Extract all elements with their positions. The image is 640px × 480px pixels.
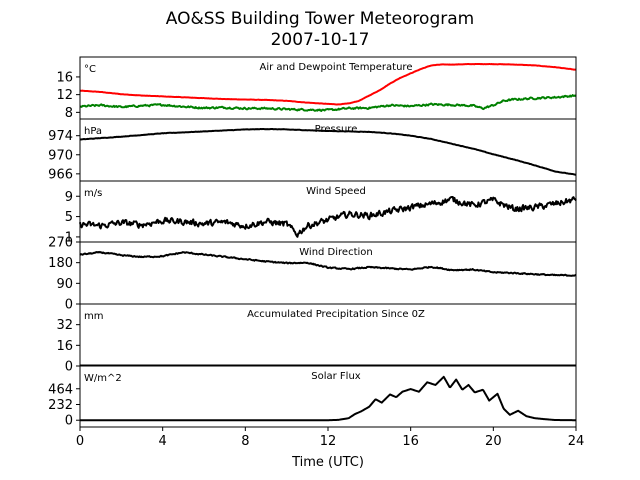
- panel-pressure: 966 970 974 Pressure hPa: [48, 118, 577, 182]
- y-tick-label-wind_speed: 1: [65, 230, 73, 245]
- panel-unit-temperature: °C: [84, 64, 96, 75]
- panel-title-precipitation: Accumulated Precipitation Since 0Z: [247, 309, 425, 320]
- x-tick-label: 8: [241, 434, 249, 449]
- panel-unit-pressure: hPa: [84, 126, 102, 137]
- x-tick-label: 12: [320, 434, 337, 449]
- x-tick-label: 16: [402, 434, 419, 449]
- y-tick-label-temperature: 16: [56, 70, 73, 85]
- y-tick-label-wind_direction: 180: [48, 256, 73, 271]
- panel-title-temperature: Air and Dewpoint Temperature: [260, 62, 413, 73]
- y-tick-label-temperature: 12: [56, 88, 73, 103]
- y-tick-label-solar_flux: 464: [48, 382, 73, 397]
- panel-title-pressure: Pressure: [315, 124, 358, 135]
- y-tick-label-pressure: 970: [48, 148, 73, 163]
- chart-subtitle: 2007-10-17: [271, 30, 370, 50]
- y-tick-label-temperature: 8: [65, 106, 73, 121]
- y-tick-label-pressure: 974: [48, 129, 73, 144]
- panel-title-wind_speed: Wind Speed: [306, 186, 366, 197]
- y-tick-label-solar_flux: 0: [65, 414, 73, 429]
- series-line-temperature-0: [79, 62, 577, 106]
- panel-temperature: 8 12 16 Air and Dewpoint Temperature °C: [56, 56, 577, 121]
- y-tick-label-wind_direction: 90: [56, 277, 73, 292]
- y-tick-label-wind_direction: 270: [48, 236, 73, 251]
- panel-precipitation: 0 16 32 Accumulated Precipitation Since 0Z m…: [56, 303, 577, 375]
- x-tick-label: 24: [568, 434, 585, 449]
- panel-title-wind_direction: Wind Direction: [299, 247, 373, 258]
- panel-unit-precipitation: mm: [84, 311, 103, 322]
- y-tick-label-solar_flux: 232: [48, 398, 73, 413]
- x-axis-label: Time (UTC): [291, 455, 364, 470]
- y-tick-label-precipitation: 32: [56, 318, 73, 333]
- y-tick-label-precipitation: 16: [56, 339, 73, 354]
- x-tick-label: 4: [159, 434, 167, 449]
- panel-title-solar_flux: Solar Flux: [311, 371, 361, 382]
- y-tick-label-wind_speed: 5: [65, 210, 73, 225]
- series-line-solar_flux-0: [79, 375, 577, 422]
- series-line-pressure-0: [79, 127, 577, 176]
- panels-group: 8 12 16 Air and Dewpoint Temperature °C 966 97…: [48, 56, 577, 429]
- y-tick-label-precipitation: 0: [65, 360, 73, 375]
- series-line-temperature-1: [79, 94, 577, 112]
- chart-title: AO&SS Building Tower Meteorogram: [166, 9, 474, 29]
- panel-unit-solar_flux: W/m^2: [84, 373, 122, 384]
- x-tick-label: 0: [76, 434, 84, 449]
- series-line-wind_speed-0: [79, 195, 577, 238]
- y-tick-label-wind_direction: 0: [65, 298, 73, 313]
- panel-unit-wind_speed: m/s: [84, 188, 102, 199]
- x-tick-label: 20: [485, 434, 502, 449]
- series-line-wind_direction-0: [79, 250, 577, 277]
- y-tick-label-wind_speed: 9: [65, 190, 73, 205]
- y-tick-label-pressure: 966: [48, 167, 73, 182]
- panel-wind_direction: 0 90 180 270 Wind Direction: [48, 236, 577, 313]
- x-axis: 0 4 8 12 16 20 24: [76, 427, 584, 449]
- panel-wind_speed: 1 5 9 Wind Speed m/s: [65, 180, 577, 245]
